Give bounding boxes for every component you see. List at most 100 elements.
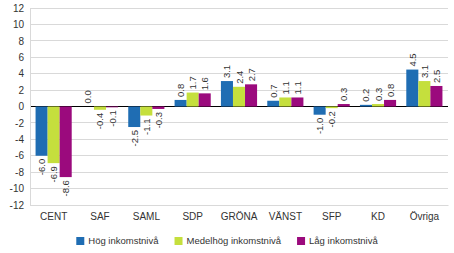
legend-label: Hög inkomstnivå <box>88 235 159 246</box>
bar <box>430 86 442 107</box>
data-label: -2.5 <box>129 130 140 146</box>
bar <box>314 107 326 115</box>
x-tick: SFP <box>322 205 342 222</box>
y-tick-label: 12 <box>13 3 25 14</box>
y-tick: 4 <box>18 68 30 79</box>
data-label: -0.1 <box>107 110 118 126</box>
y-tick-label: 6 <box>18 52 24 63</box>
bar <box>279 97 291 106</box>
bar <box>106 106 118 108</box>
y-tick: -12 <box>10 200 30 211</box>
bar <box>60 107 72 178</box>
y-tick-label: -12 <box>10 200 25 211</box>
bar <box>360 105 372 107</box>
legend-swatch <box>175 237 183 245</box>
data-label: 0.8 <box>385 84 396 97</box>
chart-svg: -12-10-8-6-4-2024681012CENTSAFSAMLSDPGRÖ… <box>0 0 454 253</box>
legend-item: Låg inkomstnivå <box>297 235 378 246</box>
bar <box>140 107 152 116</box>
x-axis: CENTSAFSAMLSDPGRÖNAVÄNSTSFPKDÖvriga <box>31 205 449 222</box>
bar <box>82 106 94 107</box>
bar <box>152 107 164 109</box>
bars <box>36 70 443 178</box>
grid-line <box>30 139 448 140</box>
chart-container: -12-10-8-6-4-2024681012CENTSAFSAMLSDPGRÖ… <box>0 0 454 253</box>
bar <box>338 104 350 106</box>
y-tick-label: 4 <box>18 68 24 79</box>
bar-series <box>36 70 419 156</box>
y-tick: 10 <box>13 19 30 30</box>
y-axis-line <box>30 9 31 206</box>
data-label: 2.5 <box>431 70 442 83</box>
data-label: -6.0 <box>36 159 47 175</box>
y-tick-label: 10 <box>13 19 25 30</box>
bar <box>199 93 211 106</box>
y-tick-label: 0 <box>18 101 24 112</box>
bar-series <box>48 81 431 163</box>
x-tick: SDP <box>182 205 203 222</box>
y-tick-label: 8 <box>18 36 24 47</box>
x-tick: VÄNST <box>269 205 302 222</box>
legend: Hög inkomstnivå Medelhög inkomstnivå Låg i… <box>76 235 378 246</box>
y-tick-label: -6 <box>15 150 24 161</box>
data-labels: -6.00.0-2.50.83.10.7-1.00.24.5-6.9-0.4-1… <box>36 53 442 196</box>
grid-line <box>30 155 448 156</box>
y-tick-label: -8 <box>15 167 24 178</box>
x-tick-label: SFP <box>322 211 342 222</box>
y-tick: 12 <box>13 3 30 14</box>
legend-item: Medelhög inkomstnivå <box>175 235 282 246</box>
y-tick-label: -10 <box>10 183 25 194</box>
data-label: 0.2 <box>360 89 371 102</box>
x-tick-label: VÄNST <box>269 211 302 222</box>
grid-line <box>30 40 448 41</box>
data-label: 3.1 <box>221 65 232 78</box>
x-tick-label: SAML <box>133 211 161 222</box>
bar <box>94 107 106 110</box>
legend-item: Hög inkomstnivå <box>76 235 159 246</box>
legend-swatch <box>297 237 305 245</box>
grid-line <box>30 122 448 123</box>
x-tick-label: Övriga <box>410 211 440 222</box>
bar <box>175 100 187 107</box>
y-tick: -8 <box>15 167 30 178</box>
plot: -12-10-8-6-4-2024681012CENTSAFSAMLSDPGRÖ… <box>10 3 449 222</box>
x-tick: CENT <box>40 205 67 222</box>
x-tick-label: SAF <box>90 211 109 222</box>
data-label: 2.4 <box>234 71 245 84</box>
x-tick-label: SDP <box>182 211 203 222</box>
bar <box>418 81 430 106</box>
data-label: 3.1 <box>419 65 430 78</box>
data-label: -1.0 <box>314 118 325 134</box>
y-tick: -4 <box>15 134 30 145</box>
data-label: 0.8 <box>175 84 186 97</box>
x-tick: SAF <box>90 205 109 222</box>
data-label: 1.7 <box>187 76 198 89</box>
x-tick-label: CENT <box>40 211 67 222</box>
data-label: 0.3 <box>373 88 384 101</box>
x-tick: KD <box>371 205 385 222</box>
grid-line <box>30 188 448 189</box>
y-tick-label: -4 <box>15 134 24 145</box>
y-tick: 6 <box>18 52 30 63</box>
x-axis-line <box>31 205 449 206</box>
grid-line <box>30 172 448 173</box>
data-label: -0.3 <box>153 112 164 128</box>
bar <box>406 70 418 107</box>
y-tick-label: 2 <box>18 85 24 96</box>
legend-label: Medelhög inkomstnivå <box>187 235 282 246</box>
bar <box>372 104 384 106</box>
grid-line <box>30 57 448 58</box>
y-tick: 8 <box>18 36 30 47</box>
data-label: 1.6 <box>199 77 210 90</box>
grid-line <box>30 24 448 25</box>
y-tick-label: -2 <box>15 118 24 129</box>
y-tick: -2 <box>15 118 30 129</box>
data-label: 4.5 <box>407 53 418 66</box>
bar <box>291 97 303 106</box>
x-tick-label: KD <box>371 211 385 222</box>
data-label: -0.2 <box>326 111 337 127</box>
grid <box>30 8 448 205</box>
bar <box>384 100 396 107</box>
y-tick: -10 <box>10 183 30 194</box>
data-label: -1.1 <box>141 119 152 135</box>
